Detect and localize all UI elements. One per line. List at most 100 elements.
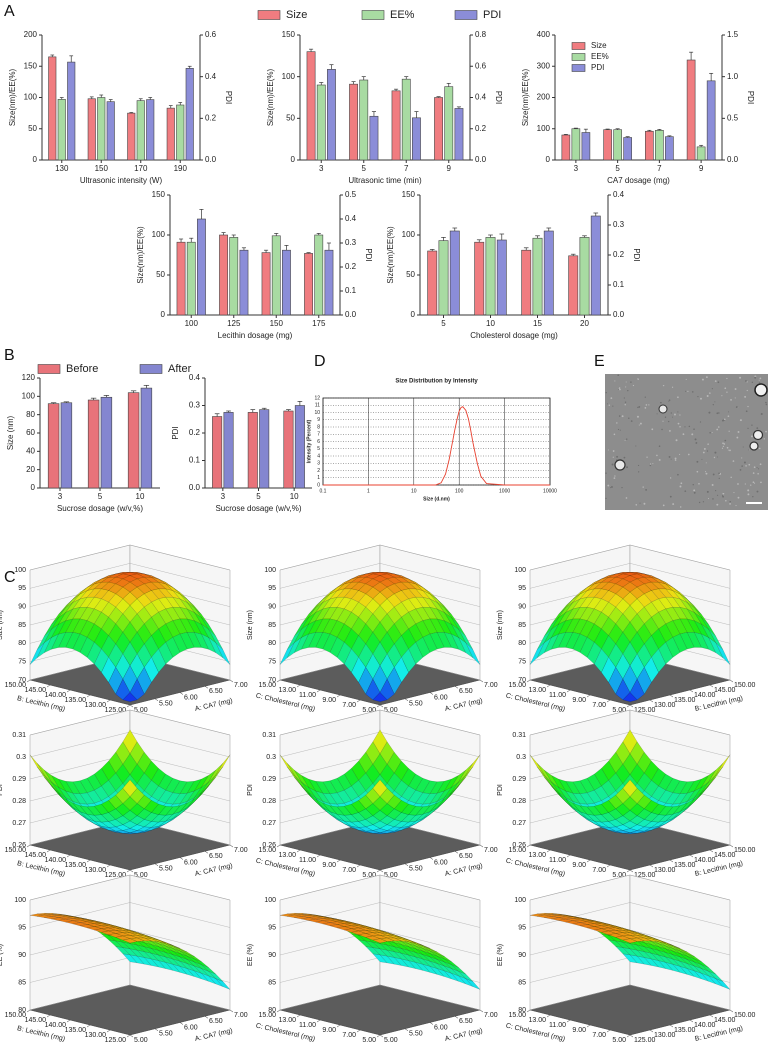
surface-facet <box>122 692 138 702</box>
surface-facet <box>451 769 466 788</box>
image-grain <box>668 400 670 402</box>
surface-facet <box>572 922 588 927</box>
z-tick-label: 0.27 <box>512 820 526 827</box>
image-grain <box>652 463 654 465</box>
image-grain <box>718 412 720 414</box>
error-bar <box>563 134 568 135</box>
surface-facet <box>372 796 388 811</box>
image-grain <box>626 466 628 469</box>
x-tick-label: 5.50 <box>159 866 173 873</box>
image-grain <box>734 397 736 399</box>
y-tick <box>106 699 111 703</box>
x-tick-label: 1 <box>367 488 370 494</box>
bar <box>100 396 113 489</box>
legend-label: Before <box>66 363 98 375</box>
surface-facet <box>208 971 223 982</box>
y-tick-label: 80 <box>26 410 35 419</box>
image-grain <box>617 428 620 431</box>
surface-facet <box>343 803 359 815</box>
surface <box>279 729 481 834</box>
image-grain <box>643 502 646 505</box>
surface-facet <box>629 573 645 579</box>
image-grain <box>759 377 762 380</box>
bar <box>48 56 57 161</box>
x-tick-label: 0.1 <box>320 488 327 494</box>
image-grain <box>682 433 685 436</box>
y-tick-label: 9.00 <box>322 862 336 869</box>
bar <box>314 234 324 316</box>
image-grain <box>680 482 683 485</box>
image-grain <box>741 465 743 467</box>
y2-axis-label: PDI <box>224 91 233 104</box>
surface-facet <box>394 635 409 658</box>
y-tick-label: 9.00 <box>572 1027 586 1034</box>
surface-facet <box>658 578 673 588</box>
y-tick-label: 3 <box>317 461 320 467</box>
surface-facet <box>287 913 302 916</box>
surface-facet <box>379 573 395 579</box>
y-tick-label: 50 <box>28 124 37 133</box>
bar <box>561 134 571 161</box>
y-tick <box>66 1019 71 1023</box>
surface-facet <box>122 935 138 939</box>
grid-segment <box>29 984 231 1011</box>
surface-facet <box>308 793 323 808</box>
surface-facet <box>401 803 417 815</box>
surface-facet <box>651 823 666 831</box>
image-grain <box>746 389 748 392</box>
y2-tick-label: 1.0 <box>727 72 739 81</box>
surface-facet <box>358 794 374 810</box>
y2-tick-label: 0.6 <box>475 61 487 70</box>
y2-tick-label: 0.8 <box>475 30 487 39</box>
x-tick-label: 10 <box>290 492 299 501</box>
image-grain <box>735 406 738 409</box>
surface-facet <box>350 576 367 583</box>
surface-facet <box>622 575 638 583</box>
y-tick <box>586 1024 591 1028</box>
y-tick <box>336 859 341 863</box>
legend-label: EE% <box>591 52 609 61</box>
surface-facet <box>429 965 445 977</box>
x-tick-label: 6.00 <box>184 694 198 701</box>
x-tick-label: 140.00 <box>694 1022 716 1029</box>
surface-facet <box>172 633 188 653</box>
surface-facet <box>572 918 588 921</box>
z-tick-label: 80 <box>268 1007 276 1014</box>
x-tick <box>629 869 634 873</box>
surface-facet <box>187 953 202 962</box>
y-tick <box>126 869 131 873</box>
y-tick <box>126 704 131 708</box>
surface-facet <box>315 918 331 921</box>
image-grain <box>645 489 648 491</box>
y-tick-label: 7.00 <box>342 1032 356 1039</box>
grid-line <box>529 984 731 1011</box>
y-tick <box>126 1034 131 1038</box>
image-grain <box>754 376 757 379</box>
surface-facet <box>51 785 66 802</box>
z-tick-label: 95 <box>268 585 276 592</box>
image-grain <box>753 482 756 484</box>
y-tick <box>376 704 381 708</box>
surface-facet <box>672 633 688 653</box>
image-grain <box>638 406 641 408</box>
z-tick-label: 75 <box>518 659 526 666</box>
image-grain <box>734 388 737 390</box>
error-bar <box>221 232 226 235</box>
surface-facet <box>607 933 624 938</box>
x-tick-label: 7.00 <box>234 847 248 854</box>
y-axis-label: Size(nm)/EE(%) <box>521 68 530 126</box>
image-grain <box>694 438 697 441</box>
y-tick-label: 12 <box>314 395 320 401</box>
error-bar <box>583 128 588 133</box>
error-bar <box>351 81 356 85</box>
image-grain <box>618 387 621 389</box>
surface-facet <box>151 823 166 831</box>
y-tick-label: 7.00 <box>342 702 356 709</box>
image-grain <box>677 411 679 413</box>
z-tick-label: 0.28 <box>512 798 526 805</box>
y-tick <box>296 684 301 688</box>
z-tick-label: 90 <box>518 952 526 959</box>
bar <box>140 387 153 489</box>
z-axis-label: Size (nm) <box>497 610 504 640</box>
x-tick-label: 140.00 <box>694 857 716 864</box>
